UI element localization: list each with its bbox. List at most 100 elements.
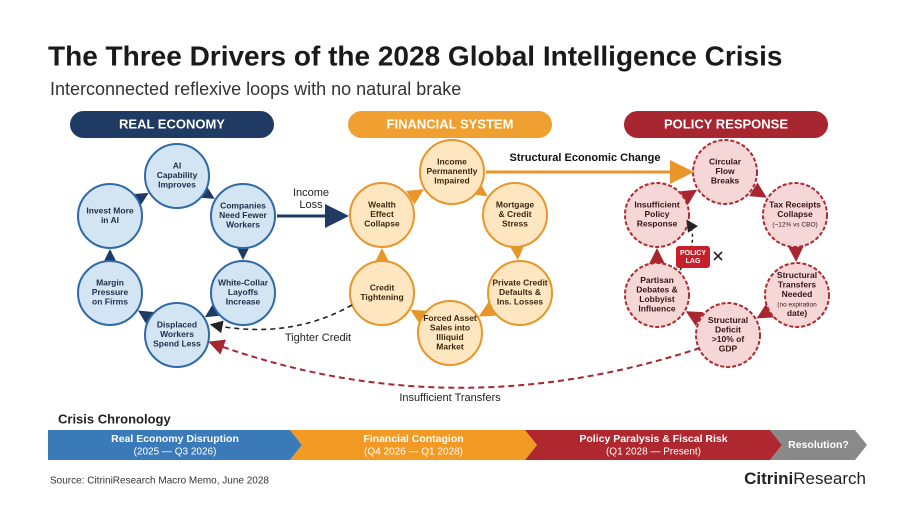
label-line: Stress — [502, 219, 528, 229]
label: Credit Tightening — [360, 283, 403, 303]
label-line: Defaults & — [499, 287, 541, 297]
label: AI Capability Improves — [157, 161, 198, 190]
label-line: Ins. Losses — [497, 297, 544, 307]
label-line: Increase — [226, 297, 261, 307]
label-line: Structural Economic Change — [510, 152, 661, 164]
label-line: Impaired — [434, 176, 469, 186]
label-line: Displaced — [157, 320, 197, 330]
section-header — [70, 111, 274, 138]
chronology-phase — [525, 430, 782, 460]
label-line: Workers — [160, 329, 194, 339]
label: Structural Deficit >10% of GDP — [708, 315, 748, 354]
loop-arrow — [756, 303, 775, 319]
label-line: Need Fewer — [219, 210, 267, 220]
loop-arrow — [130, 192, 149, 208]
node — [210, 260, 276, 326]
label-line: Tax Receipts — [769, 200, 821, 210]
label-line: Transfers — [778, 280, 817, 290]
phase-label: Resolution? — [788, 439, 849, 451]
node — [417, 300, 483, 366]
label-line: Spend Less — [153, 339, 201, 349]
label-line: Layoffs — [228, 287, 259, 297]
node — [764, 262, 830, 328]
loop-arrow — [478, 301, 497, 317]
section-header — [624, 111, 828, 138]
label-line: Debates & — [636, 285, 678, 295]
label-line: Income — [293, 187, 329, 199]
label-line: (~12% vs CBO) — [772, 221, 817, 228]
label-line: Pressure — [92, 287, 129, 297]
section-header-label: POLICY RESPONSE — [664, 116, 788, 131]
label: Income Permanently Impaired — [426, 157, 477, 186]
node — [419, 139, 485, 205]
label-line: Improves — [158, 180, 196, 190]
label: Invest More in AI — [86, 206, 134, 226]
label-line: on Firms — [92, 297, 128, 307]
phase-label: Financial Contagion — [363, 433, 463, 445]
label-line: Forced Asset — [423, 313, 477, 323]
label-line: Tightening — [360, 292, 403, 302]
brand: CitriniResearch — [744, 469, 866, 488]
node — [349, 260, 415, 326]
node — [144, 143, 210, 209]
chronology-phase — [290, 430, 537, 460]
label-line: Deficit — [715, 325, 741, 335]
label: Mortgage & Credit Stress — [496, 200, 535, 229]
label: Structural Economic Change — [510, 152, 661, 164]
x-mark — [713, 251, 723, 261]
label-line: Circular — [709, 157, 742, 167]
node — [624, 182, 690, 248]
label: Partisan Debates & Lobbyist Influence — [636, 275, 678, 314]
loop-arrow — [410, 309, 429, 325]
section-header — [348, 111, 552, 138]
node — [210, 183, 276, 249]
node — [692, 139, 758, 205]
label-line: >10% of — [712, 334, 745, 344]
label-line: date) — [787, 308, 807, 318]
label: Structural Transfers Needed (no expiration d… — [777, 270, 817, 318]
brand-bold: Citrini — [744, 469, 793, 488]
policy-lag-box — [676, 246, 710, 268]
chronology-phase — [770, 430, 867, 460]
label-line: Influence — [638, 304, 676, 314]
loop-arrow — [196, 183, 215, 199]
chronology-phase — [48, 430, 302, 460]
label-line: Workers — [226, 220, 260, 230]
label-line: Collapse — [777, 209, 813, 219]
loop-arrow — [685, 311, 704, 327]
label-line: Insufficient — [634, 200, 680, 210]
label-line: Illiquid — [436, 332, 463, 342]
label-line: Partisan — [640, 275, 674, 285]
node — [695, 302, 761, 368]
label-line: Invest More — [86, 206, 134, 216]
label: Private Credit Defaults & Ins. Losses — [492, 278, 547, 307]
label-line: GDP — [719, 344, 738, 354]
label-line: Mortgage — [496, 200, 535, 210]
label-line: Market — [436, 342, 464, 352]
label-line: Policy — [644, 209, 669, 219]
label: Insufficient Transfers — [399, 392, 501, 404]
phase-period: (Q4 2026 — Q1 2028) — [364, 447, 463, 458]
label: Circular Flow Breaks — [709, 157, 742, 186]
loop-arrow — [679, 189, 698, 205]
phase-period: (Q1 2028 — Present) — [606, 447, 701, 458]
title: The Three Drivers of the 2028 Global Int… — [48, 40, 782, 71]
label-line: Margin — [96, 278, 124, 288]
source: Source: CitriniResearch Macro Memo, June… — [50, 476, 269, 487]
brand-rest: Research — [793, 469, 866, 488]
label-line: Response — [637, 219, 678, 229]
section-header-label: FINANCIAL SYSTEM — [387, 116, 514, 131]
label: Displaced Workers Spend Less — [153, 320, 201, 349]
label: Margin Pressure on Firms — [92, 278, 129, 307]
label-line: LAG — [686, 258, 701, 265]
node — [487, 260, 553, 326]
label-line: Tighter Credit — [285, 332, 351, 344]
label: Tighter Credit — [285, 332, 351, 344]
label: Tax Receipts Collapse (~12% vs CBO) — [769, 200, 821, 228]
loop-arrow — [204, 301, 223, 318]
node — [624, 262, 690, 328]
label-line: Effect — [370, 209, 394, 219]
loop-arrow — [137, 310, 156, 326]
phase-period: (2025 — Q3 2026) — [134, 447, 217, 458]
label: Income Loss — [293, 187, 329, 211]
